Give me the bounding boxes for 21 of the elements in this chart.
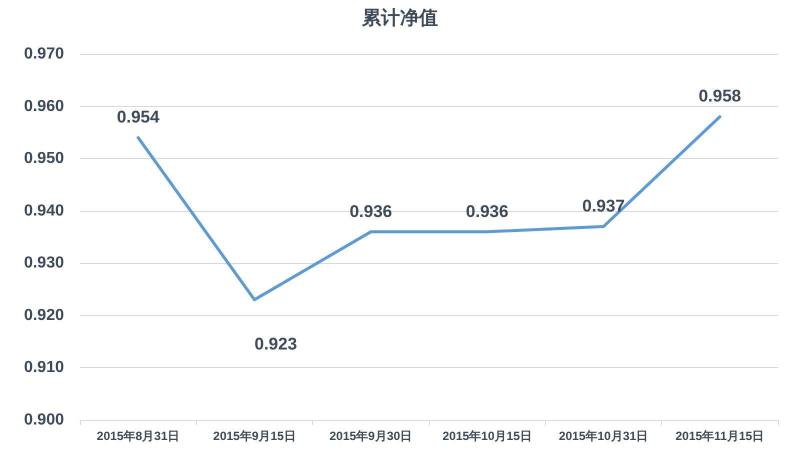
x-tick-label: 2015年11月15日 bbox=[675, 429, 764, 443]
x-tick-label: 2015年10月31日 bbox=[558, 429, 648, 443]
data-label: 0.937 bbox=[582, 196, 625, 216]
y-tick-label: 0.940 bbox=[24, 202, 64, 220]
x-tick-label: 2015年8月31日 bbox=[96, 429, 180, 443]
y-tick-label: 0.900 bbox=[24, 412, 64, 428]
data-label: 0.936 bbox=[466, 202, 508, 221]
y-tick-label: 0.960 bbox=[24, 98, 64, 115]
data-label: 0.923 bbox=[254, 334, 298, 354]
x-tick-label: 2015年9月30日 bbox=[329, 429, 412, 443]
y-tick-label: 0.920 bbox=[24, 306, 64, 324]
y-tick-label: 0.910 bbox=[24, 359, 64, 376]
y-tick-label: 0.970 bbox=[24, 46, 64, 62]
y-tick-label: 0.950 bbox=[24, 150, 64, 168]
x-tick-label: 2015年10月15日 bbox=[442, 429, 532, 443]
x-tick-label: 2015年9月15日 bbox=[213, 429, 296, 443]
data-label: 0.958 bbox=[698, 86, 742, 106]
data-label: 0.936 bbox=[350, 202, 392, 221]
data-label: 0.954 bbox=[116, 108, 160, 127]
y-tick-label: 0.930 bbox=[24, 254, 64, 272]
chart-title: 累计净值 bbox=[361, 7, 438, 29]
